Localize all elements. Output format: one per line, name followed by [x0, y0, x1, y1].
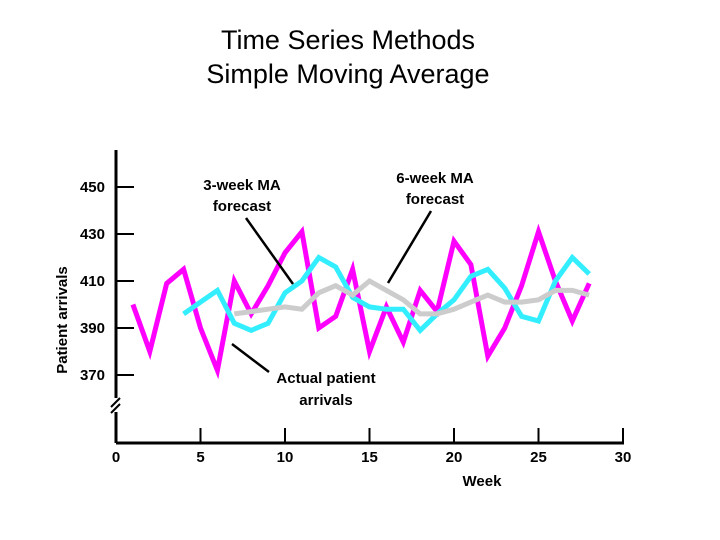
annotation-6wk-line-2: forecast: [406, 191, 464, 208]
annotation-3wk: 3-week MA forecast: [203, 177, 295, 285]
annotation-actual-line-2: arrivals: [299, 392, 352, 409]
y-tick-label-450: 450: [80, 179, 105, 196]
annotation-6wk-line-1: 6-week MA: [396, 170, 474, 187]
annotation-3wk-pointer: [244, 217, 295, 285]
x-tick-label-20: 20: [446, 449, 463, 466]
y-tick-label-410: 410: [80, 273, 105, 290]
chart-title-line-1: Time Series Methods: [221, 25, 475, 55]
x-tick-label-0: 0: [112, 449, 120, 466]
series-line-6-week-ma-forecast: [233, 277, 590, 317]
annotation-actual-line-1: Actual patient: [276, 370, 375, 387]
y-tick-label-390: 390: [80, 320, 105, 337]
x-tick-label-25: 25: [530, 449, 547, 466]
y-tick-label-430: 430: [80, 226, 105, 243]
y-axis-label: Patient arrivals: [54, 266, 71, 374]
series-line-3-week-ma-forecast: [182, 253, 591, 335]
x-tick-label-5: 5: [196, 449, 204, 466]
annotation-3wk-line-2: forecast: [213, 198, 271, 215]
x-ticks: 0 5 10 15 20 25 30: [112, 428, 632, 466]
y-ticks: 370 390 410 430 450: [80, 179, 134, 384]
annotation-3wk-line-1: 3-week MA: [203, 177, 281, 194]
chart-title-line-2: Simple Moving Average: [206, 59, 489, 89]
x-tick-label-15: 15: [361, 449, 378, 466]
axis-break-mark-2: [110, 403, 121, 414]
x-tick-label-10: 10: [277, 449, 294, 466]
annotation-actual: Actual patient arrivals: [231, 343, 376, 409]
x-tick-label-30: 30: [615, 449, 632, 466]
y-tick-label-370: 370: [80, 367, 105, 384]
annotation-actual-pointer: [231, 343, 270, 373]
annotation-6wk: 6-week MA forecast: [386, 170, 474, 284]
series-layer: [130, 223, 592, 380]
annotation-6wk-pointer: [386, 210, 433, 284]
x-axis-label: Week: [463, 473, 503, 490]
axis-break-mark-1: [110, 397, 121, 408]
